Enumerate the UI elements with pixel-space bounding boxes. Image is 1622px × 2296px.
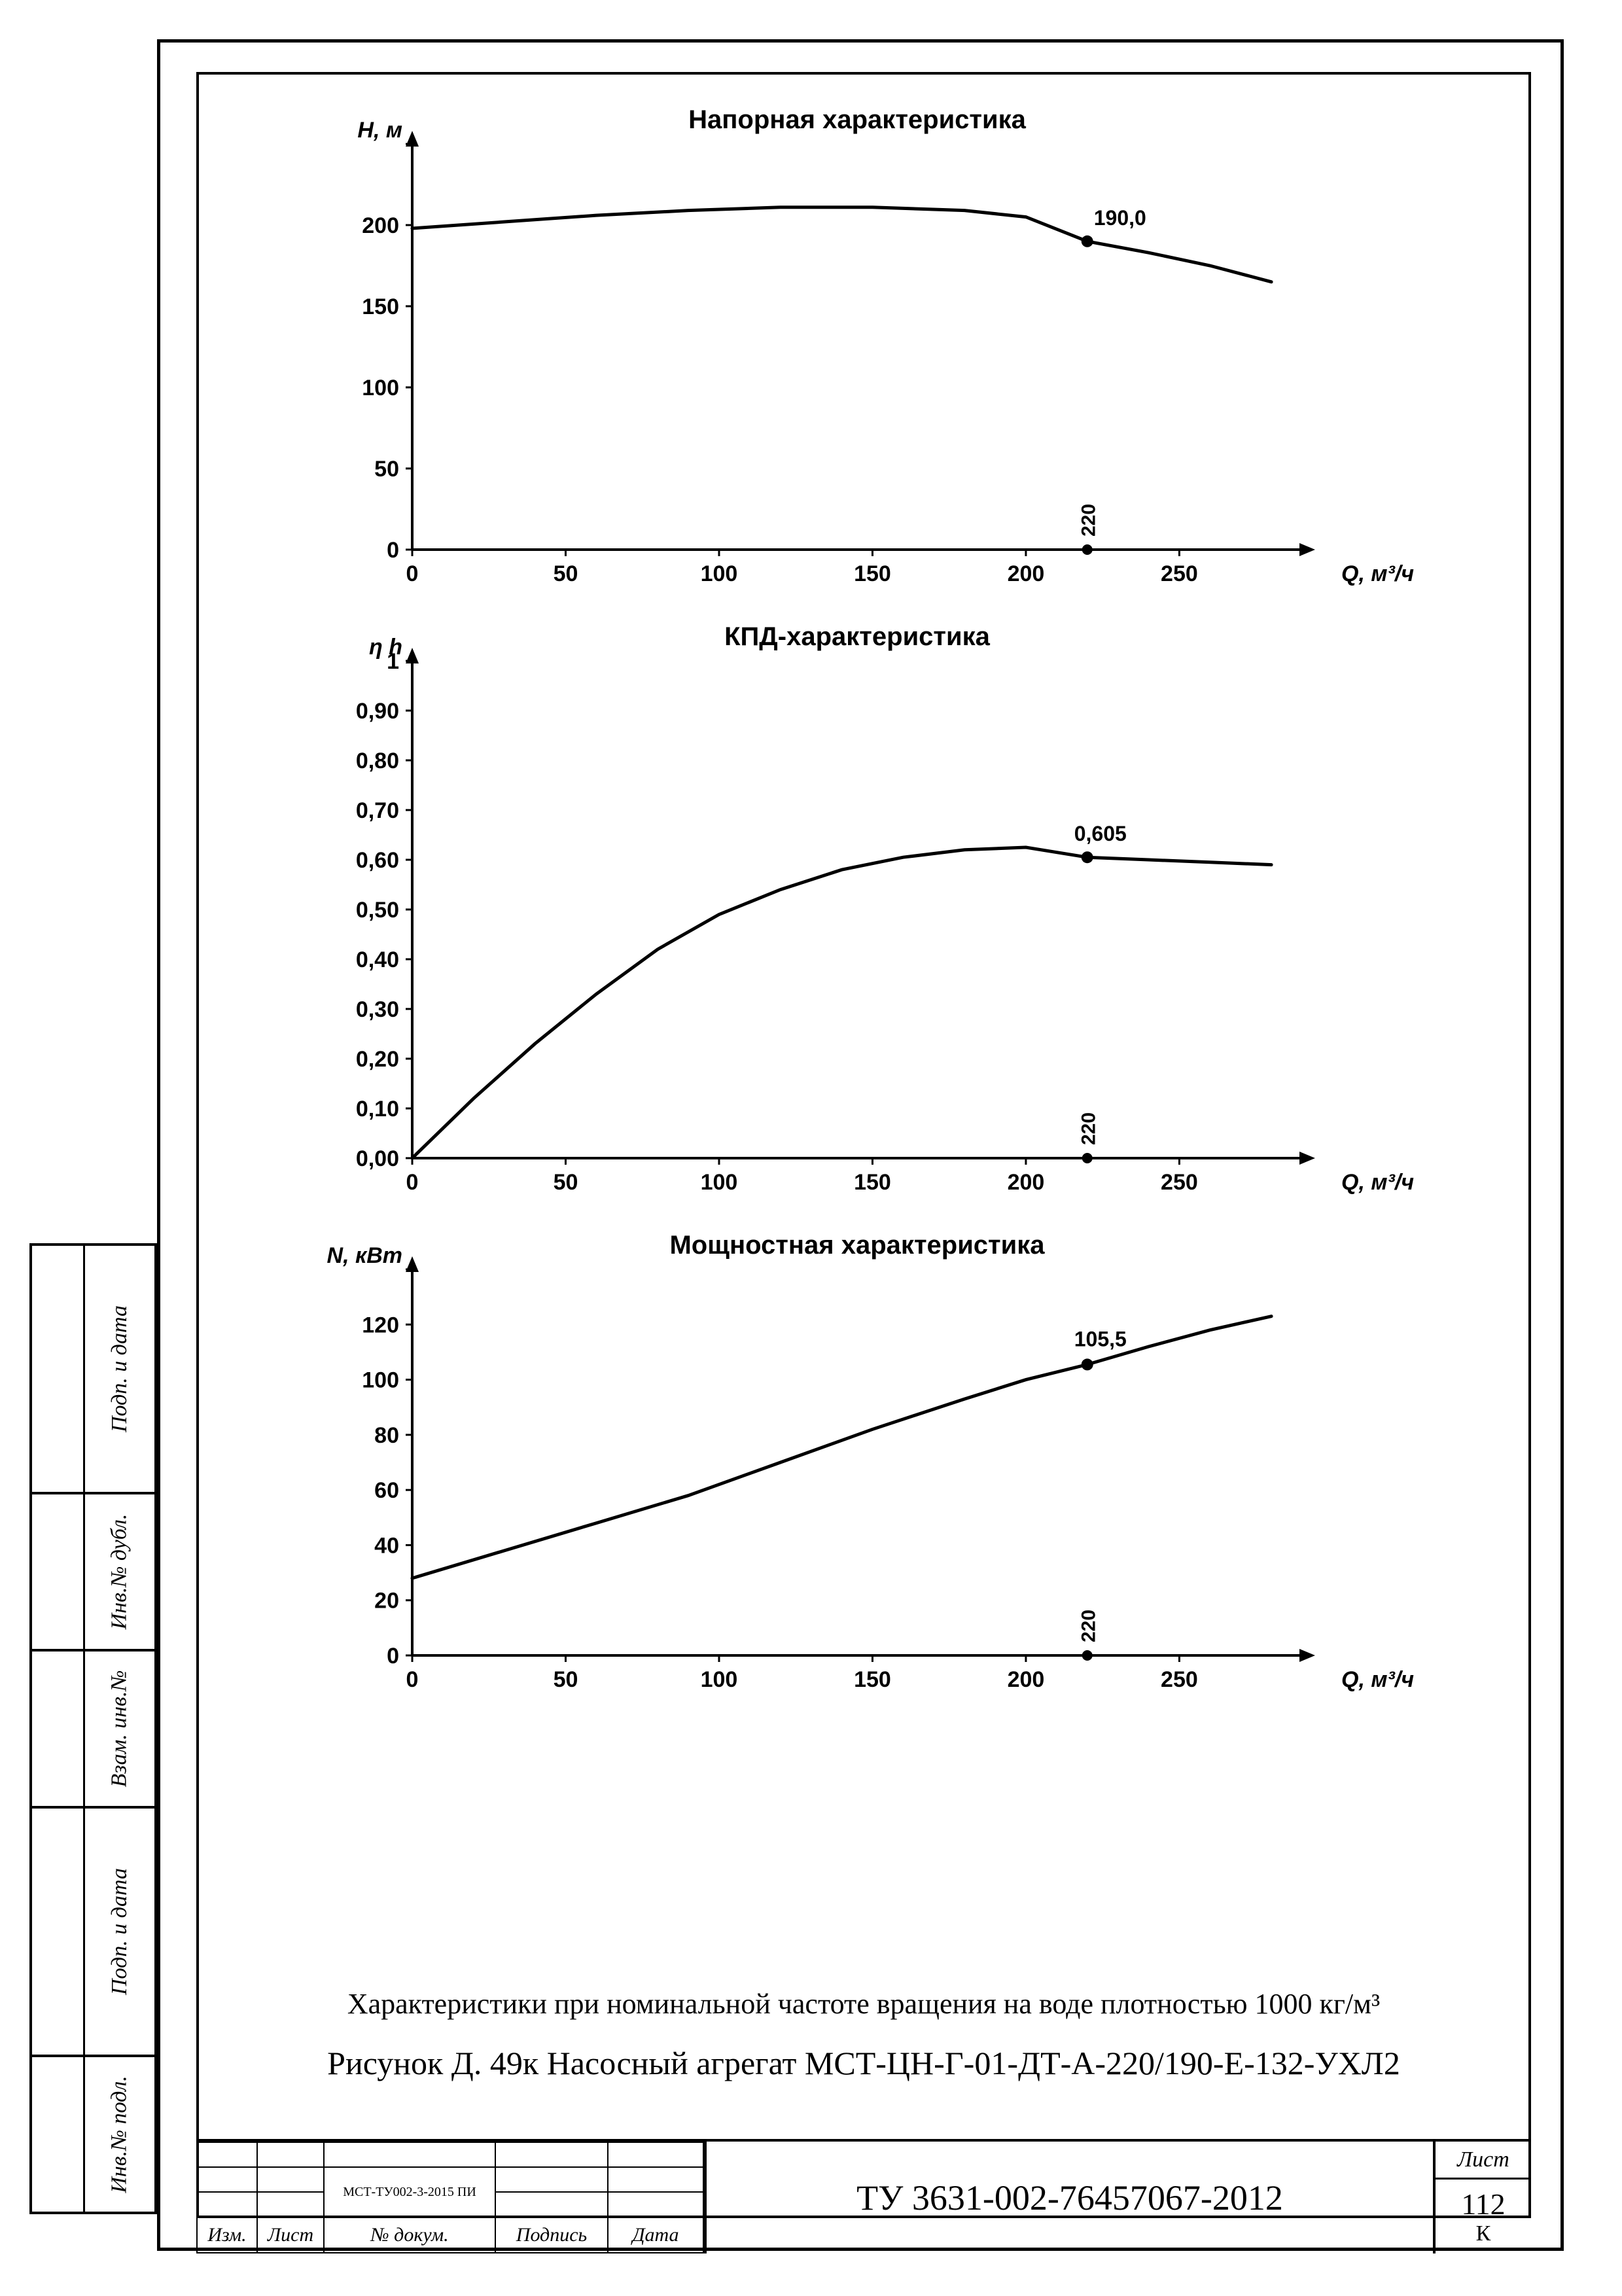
svg-text:1: 1 — [387, 649, 399, 674]
svg-text:200: 200 — [362, 213, 399, 238]
svg-text:Напорная характеристика: Напорная характеристика — [688, 105, 1027, 134]
svg-text:150: 150 — [854, 561, 891, 586]
binding-cell-label: Инв.№ подл. — [107, 2075, 132, 2193]
binding-cell-label: Подп. и дата — [107, 1868, 132, 1995]
svg-text:250: 250 — [1161, 1170, 1198, 1195]
svg-text:0: 0 — [406, 561, 419, 586]
svg-text:N, кВт: N, кВт — [327, 1243, 402, 1268]
svg-text:150: 150 — [854, 1170, 891, 1195]
sheet-suffix: К — [1476, 2221, 1491, 2246]
svg-text:0,50: 0,50 — [356, 898, 399, 923]
binding-cell: Подп. и дата — [29, 1809, 157, 2057]
col-izm: Изм. — [197, 2217, 257, 2253]
title-block: МСТ-ТУ002-3-2015 ПИ Изм. Лист № докум. П… — [196, 2139, 1531, 2253]
svg-text:0,10: 0,10 — [356, 1097, 399, 1122]
svg-text:150: 150 — [854, 1667, 891, 1692]
col-list: Лист — [257, 2217, 324, 2253]
svg-text:190,0: 190,0 — [1094, 206, 1146, 230]
doc-number: ТУ 3631-002-76457067-2012 — [707, 2142, 1433, 2253]
chart-svg: Напорная характеристика H, м 0 50 100 150 200 0… — [301, 105, 1420, 609]
svg-text:100: 100 — [701, 1170, 738, 1195]
binding-cell: Подп. и дата — [29, 1246, 157, 1494]
svg-text:0,605: 0,605 — [1074, 822, 1127, 845]
svg-text:80: 80 — [374, 1423, 399, 1448]
svg-text:200: 200 — [1008, 1667, 1045, 1692]
caption-text: Характеристики при номинальной частоте в… — [216, 1983, 1511, 2026]
charts-area: Напорная характеристикаH, м0501001502000… — [229, 98, 1492, 1963]
page: Подп. и дата Инв.№ дубл. Взам. инв.№ Подп. … — [0, 0, 1622, 2296]
binding-cell-label: Взам. инв.№ — [107, 1670, 132, 1788]
svg-text:250: 250 — [1161, 561, 1198, 586]
svg-text:100: 100 — [701, 561, 738, 586]
chart-svg: КПД-характеристикаη h0,000,100,200,300,4… — [301, 622, 1420, 1217]
svg-text:0,20: 0,20 — [356, 1047, 399, 1072]
svg-text:0: 0 — [387, 1644, 399, 1669]
svg-text:Q, м³/ч: Q, м³/ч — [1341, 1170, 1414, 1195]
chart: Мощностная характеристика N, кВт 0 20 40 60 80… — [301, 1230, 1420, 1714]
binding-cell-label: Подп. и дата — [107, 1305, 132, 1432]
svg-text:50: 50 — [374, 457, 399, 482]
chart: Напорная характеристика H, м 0 50 100 150 200 0… — [301, 105, 1420, 609]
svg-text:50: 50 — [554, 561, 578, 586]
binding-cell: Инв.№ дубл. — [29, 1494, 157, 1651]
binding-strip: Подп. и дата Инв.№ дубл. Взам. инв.№ Подп. … — [29, 1243, 157, 2251]
figure-caption: Характеристики при номинальной частоте в… — [216, 1983, 1511, 2088]
svg-text:100: 100 — [362, 376, 399, 400]
svg-text:220: 220 — [1078, 1610, 1100, 1642]
svg-text:0: 0 — [387, 538, 399, 563]
svg-text:0,90: 0,90 — [356, 699, 399, 724]
figure-label: Рисунок Д. 49к Насосный агрегат МСТ-ЦН-Г… — [216, 2039, 1511, 2088]
svg-text:Мощностная характеристика: Мощностная характеристика — [669, 1231, 1045, 1260]
svg-text:0,40: 0,40 — [356, 947, 399, 972]
svg-text:0,70: 0,70 — [356, 798, 399, 823]
svg-text:220: 220 — [1078, 1112, 1100, 1145]
svg-text:0: 0 — [406, 1667, 419, 1692]
svg-text:100: 100 — [362, 1368, 399, 1393]
svg-text:250: 250 — [1161, 1667, 1198, 1692]
col-dokum: № докум. — [324, 2217, 495, 2253]
svg-text:Q, м³/ч: Q, м³/ч — [1341, 1667, 1414, 1692]
sheet-label: Лист — [1436, 2142, 1531, 2180]
col-podpis: Подпись — [495, 2217, 608, 2253]
svg-text:120: 120 — [362, 1313, 399, 1337]
title-block-left: МСТ-ТУ002-3-2015 ПИ Изм. Лист № докум. П… — [196, 2142, 707, 2253]
svg-text:20: 20 — [374, 1589, 399, 1614]
svg-text:0,30: 0,30 — [356, 997, 399, 1022]
svg-text:КПД-характеристика: КПД-характеристика — [724, 622, 990, 651]
svg-text:200: 200 — [1008, 1170, 1045, 1195]
sheet-number: 112 — [1461, 2187, 1505, 2221]
svg-text:220: 220 — [1078, 504, 1100, 537]
svg-text:100: 100 — [701, 1667, 738, 1692]
chart: КПД-характеристикаη h0,000,100,200,300,4… — [301, 622, 1420, 1217]
doc-small: МСТ-ТУ002-3-2015 ПИ — [325, 2185, 495, 2199]
chart-svg: Мощностная характеристика N, кВт 0 20 40 60 80… — [301, 1230, 1420, 1714]
svg-text:50: 50 — [554, 1667, 578, 1692]
binding-cell-label: Инв.№ дубл. — [107, 1514, 132, 1630]
svg-text:40: 40 — [374, 1533, 399, 1558]
svg-text:0,00: 0,00 — [356, 1146, 399, 1171]
svg-text:105,5: 105,5 — [1074, 1327, 1127, 1351]
svg-text:200: 200 — [1008, 561, 1045, 586]
svg-text:Q, м³/ч: Q, м³/ч — [1341, 561, 1414, 586]
col-data: Дата — [608, 2217, 703, 2253]
svg-text:0,80: 0,80 — [356, 749, 399, 773]
svg-text:150: 150 — [362, 294, 399, 319]
svg-text:50: 50 — [554, 1170, 578, 1195]
binding-cell: Взам. инв.№ — [29, 1651, 157, 1809]
svg-text:60: 60 — [374, 1478, 399, 1503]
binding-cell: Инв.№ подл. — [29, 2057, 157, 2214]
sheet-box: Лист 112 К — [1433, 2142, 1531, 2253]
svg-text:0: 0 — [406, 1170, 419, 1195]
svg-text:0,60: 0,60 — [356, 848, 399, 873]
svg-text:H, м: H, м — [357, 118, 402, 143]
